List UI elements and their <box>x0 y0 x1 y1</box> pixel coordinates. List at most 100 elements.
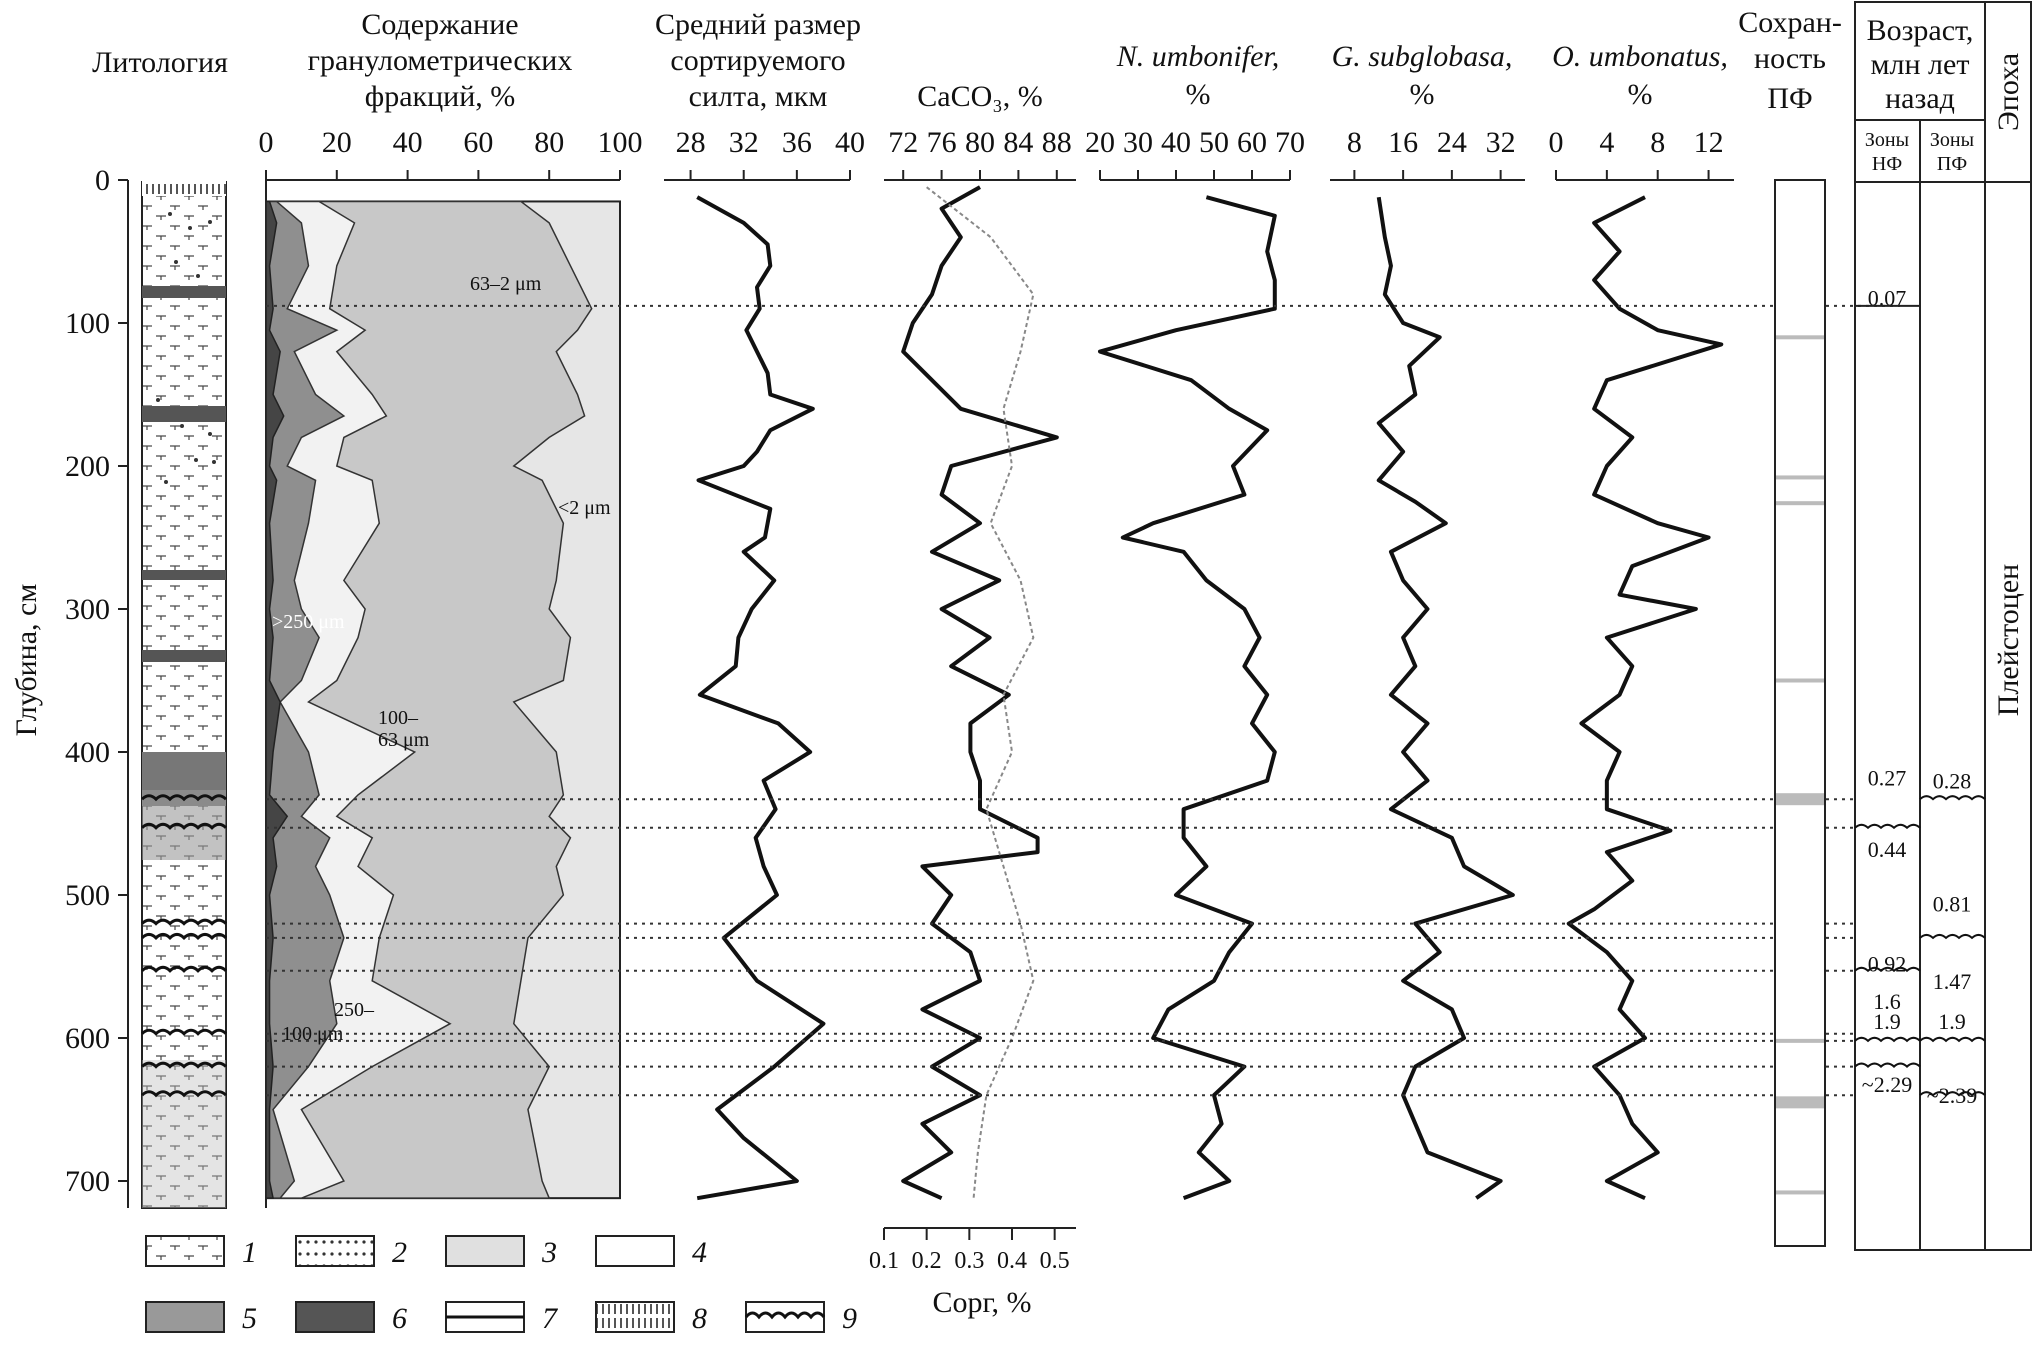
silt_panel-tick-label: 28 <box>676 126 706 159</box>
wavy-contact <box>140 932 228 941</box>
age-label-nf: 0.27 <box>1868 766 1907 791</box>
corg-tick-label: 0.4 <box>997 1248 1027 1274</box>
legend-label-3: 3 <box>541 1236 557 1269</box>
epoch-label: Плейстоцен <box>1992 564 2025 716</box>
age-boundary-wavy <box>1919 795 1986 801</box>
line-panels: 28 32 36 40 72 76 80 84 88 20 30 40 50 60 70 8 16 24 32 0 4 8… <box>664 126 1734 1201</box>
age-boundary-wavy <box>1919 1091 1986 1097</box>
header-o-umbonatus-1: O. umbonatus, <box>1552 40 1728 73</box>
depth-ticks: 0 100 200 300 400 500 600 700 <box>65 164 128 1198</box>
grain-tick-label: 40 <box>393 126 423 159</box>
age-boundary-wavy <box>1854 1062 1921 1068</box>
age-label-nf: ~2.29 <box>1862 1072 1912 1097</box>
age-table-frame <box>1854 1 2032 1251</box>
header-zone-pf-1: Зоны <box>1930 129 1974 151</box>
grain-size-panel: 0 20 40 60 80 100 63–2 μm <2 μm >250 μm 100– … <box>259 126 643 1208</box>
age-label-pf: 0.28 <box>1933 769 1972 794</box>
wavy-contact <box>140 1090 228 1098</box>
legend-label-4: 4 <box>692 1236 707 1269</box>
grain-area-gt250 <box>265 200 289 1199</box>
header-age-1: Возраст, <box>1867 14 1974 47</box>
age-boundary-wavy <box>1919 933 1986 940</box>
preservation-band <box>1776 501 1824 506</box>
silt_panel-tick-label: 32 <box>729 126 759 159</box>
preservation-band <box>1776 1038 1824 1043</box>
age-boundary-wavy <box>1854 966 1921 973</box>
wavy-contact <box>140 965 228 973</box>
dotted-horizons <box>266 304 1900 1097</box>
grain-tick-label: 80 <box>534 126 564 159</box>
depth-tick-label: 200 <box>65 450 110 483</box>
legend-label-2: 2 <box>392 1236 407 1269</box>
header-n-umbonifer-2: % <box>1186 78 1211 111</box>
legend-wavy-mark <box>744 1311 826 1320</box>
caco3_panel-tick-label: 88 <box>1042 126 1072 159</box>
legend-swatch-5 <box>145 1301 225 1333</box>
header-zone-nf-2: НФ <box>1872 153 1902 175</box>
caco3_panel-tick-label: 72 <box>888 126 918 159</box>
header-silt-2: сортируемого <box>670 44 845 77</box>
preservation-band <box>1776 1096 1824 1109</box>
lithology-dark-band-1 <box>142 286 226 298</box>
label-63-2: 63–2 μm <box>470 273 542 295</box>
n_umbonifer_panel-series-line <box>1098 195 1277 1201</box>
header-fractions-2: гранулометрических <box>308 44 573 77</box>
o_umbonatus_panel-tick-label: 12 <box>1694 126 1724 159</box>
preservation-band <box>1776 335 1824 340</box>
corg-tick-label: 0.2 <box>912 1248 942 1274</box>
lithology-wavy-contacts <box>140 794 228 1098</box>
preservation-bands <box>1776 335 1824 1195</box>
corg-ticks: 0.1 0.2 0.3 0.4 0.5 <box>869 1228 1070 1274</box>
n_umbonifer_panel-tick-label: 20 <box>1085 126 1115 159</box>
legend-swatch-4 <box>595 1235 675 1267</box>
depth-tick-label: 400 <box>65 736 110 769</box>
legend-label-8: 8 <box>692 1302 707 1335</box>
preservation-band <box>1776 793 1824 806</box>
y-axis-label: Глубина, см <box>10 584 43 737</box>
preservation-band <box>1776 678 1824 683</box>
header-epoch: Эпоха <box>1992 53 2025 131</box>
g_subglobasa_panel-series-line <box>1376 196 1515 1200</box>
lithology-dark-band-2 <box>142 406 226 422</box>
wavy-contact <box>140 918 228 926</box>
age-label-nf: 1.6 <box>1873 989 1901 1014</box>
header-silt-1: Средний размер <box>655 8 861 41</box>
legend-label-1: 1 <box>242 1236 257 1269</box>
legend-swatch-1 <box>145 1235 225 1267</box>
age-label-pf: 1.47 <box>1933 969 1972 994</box>
header-preservation-3: ПФ <box>1767 82 1812 115</box>
depth-tick-label: 600 <box>65 1022 110 1055</box>
grain-tick-label: 100 <box>598 126 643 159</box>
header-age-2: млн лет <box>1871 48 1970 81</box>
header-fractions-3: фракций, % <box>365 80 515 113</box>
n_umbonifer_panel-tick-label: 60 <box>1237 126 1267 159</box>
age-label-pf: 0.81 <box>1933 892 1972 917</box>
silt_panel-series-line <box>696 195 826 1201</box>
corg-axis-label: Cорг, % <box>933 1286 1032 1319</box>
header-lithology: Литология <box>92 46 228 79</box>
legend-swatch-3 <box>445 1235 525 1267</box>
caco3_panel-tick-label: 76 <box>927 126 957 159</box>
g_subglobasa_panel-tick-label: 8 <box>1347 126 1362 159</box>
age-label-pf: 1.9 <box>1938 1009 1966 1034</box>
label-250-100-b: 100 μm <box>282 1023 344 1045</box>
n_umbonifer_panel-tick-label: 50 <box>1199 126 1229 159</box>
corg-tick-label: 0.1 <box>869 1248 899 1274</box>
depth-tick-label: 100 <box>65 307 110 340</box>
lithology-dark-band-3 <box>142 570 226 580</box>
age-boundary-wavy <box>1919 1036 1986 1043</box>
wavy-contact <box>140 1061 228 1069</box>
wavy-contact <box>140 822 228 830</box>
header-zone-pf-2: ПФ <box>1937 153 1967 175</box>
headers: Литология Содержание гранулометрических … <box>92 6 1842 115</box>
lithology-dots <box>156 212 216 484</box>
header-preservation-2: ность <box>1754 42 1826 75</box>
preservation-band <box>1776 1190 1824 1195</box>
lithology-dark-band-4 <box>142 650 226 662</box>
grain-area-250-100 <box>265 200 346 1199</box>
grain-tick-label: 60 <box>463 126 493 159</box>
n_umbonifer_panel-tick-label: 30 <box>1123 126 1153 159</box>
caco3_panel-tick-label: 80 <box>965 126 995 159</box>
o_umbonatus_panel-series-line <box>1566 195 1724 1200</box>
header-silt-3: силта, мкм <box>689 80 828 113</box>
